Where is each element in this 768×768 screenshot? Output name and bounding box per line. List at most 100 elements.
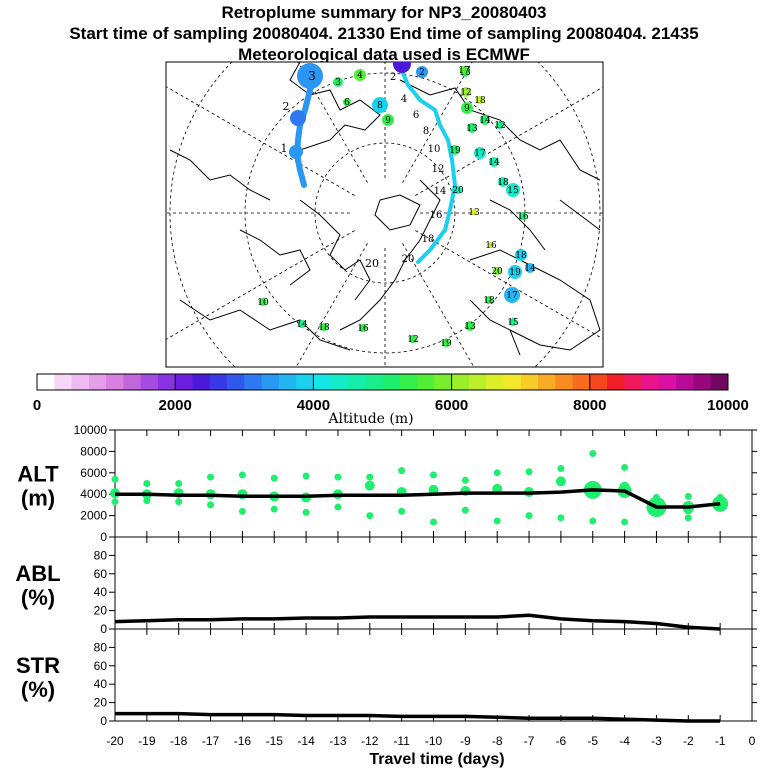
colorbar-swatch [693,374,712,390]
y-tick-label: 10000 [74,423,108,437]
colorbar-swatch [227,374,245,390]
altitude-cluster-point [143,497,151,505]
cluster-bubble [509,318,517,326]
coastline [289,62,381,151]
x-tick-label: -11 [393,734,410,748]
cluster-bubble [476,96,484,104]
cluster-label: 19 [449,146,461,156]
cluster-bubble [450,145,460,155]
cluster-bubble [382,114,394,126]
panel-alt: 10000 8000 6000 4000 2000 0 ALT(m) [17,423,757,544]
plume-day-label: 20 [365,257,379,270]
altitude-cluster-point [175,498,183,506]
cluster-label: 19 [509,268,521,278]
y-tick-label: 60 [94,659,108,673]
y-tick-label: 40 [94,677,108,691]
cluster-bubble [442,339,450,347]
panel-unit-label: (m) [21,486,55,511]
cluster-bubble [504,287,520,303]
panel-unit-label: (%) [21,677,55,702]
y-tick-label: 80 [94,548,108,562]
colorbar-swatch [468,374,487,390]
colorbar-swatch [676,374,694,390]
cluster-label: 17 [474,149,486,159]
origin-bubble [290,110,306,126]
altitude-cluster-point [712,495,729,512]
colorbar-swatch [520,374,539,390]
altitude-cluster-point [270,505,278,513]
cluster-bubble [485,296,493,304]
colorbar-swatch [175,374,193,390]
plume-day-label: 18 [422,234,435,245]
plume-day-label: 2 [283,100,290,113]
x-axis-label: Travel time (days) [369,751,504,768]
series-line-alt [115,488,721,509]
cluster-label: 18 [515,251,527,261]
plume-track-primary [293,69,315,188]
cluster-bubble [489,157,499,167]
cluster-bubble [493,267,501,275]
panel-label: ABL [15,561,60,586]
colorbar-swatch [399,374,418,390]
plume-day-label: 16 [430,210,443,221]
colorbar-swatch [503,374,522,390]
plume-day-label: 12 [432,164,445,175]
altitude-cluster-point [621,518,629,526]
x-tick-label: -19 [138,734,156,748]
cluster-bubble [460,66,468,74]
cluster-label: 9 [385,116,391,126]
cluster-label: 17 [506,291,518,301]
colorbar-swatch [382,374,401,390]
cluster-label: 20 [491,267,503,277]
plume-day-label: 14 [434,186,447,197]
cluster-label: 14 [524,264,536,274]
colorbar-swatch [330,374,349,390]
panel-abl: 80 60 40 20 0 ABL(%) [15,536,757,636]
x-tick-label: -2 [683,734,694,748]
x-tick-label: -15 [266,734,284,748]
altitude-cluster-point [555,476,566,487]
cluster-label: 13 [468,208,480,218]
colorbar-swatch [589,374,608,390]
series-line-str [115,711,721,723]
panel-frame [114,628,753,722]
coastline [559,199,601,231]
coastline [374,194,421,231]
coastline [299,199,371,301]
map-frame [165,61,604,368]
altitude-cluster-point [493,469,501,477]
cluster-bubble [454,186,462,194]
altitude-cluster-point [430,471,437,479]
altitude-cluster-point [461,506,469,514]
colorbar-swatch [278,374,297,390]
panel-unit-label: (%) [21,585,55,610]
altitude-cluster-point [207,501,215,509]
colorbar-swatch [537,374,556,390]
coastline [469,249,601,351]
altitude-cluster-point [557,465,565,473]
y-tick-label: 60 [94,567,108,581]
cluster-bubble [409,335,417,343]
cluster-label: 18 [474,96,486,106]
y-tick-label: 0 [100,622,107,636]
cluster-bubble [508,265,522,279]
x-tick-label: -16 [234,734,252,748]
altitude-cluster-point [366,512,374,520]
cluster-bubble [416,66,428,78]
cluster-label: 18 [318,323,330,333]
altitude-cluster-point [111,498,119,506]
cluster-label: 16 [517,212,529,222]
cluster-label: 4 [357,71,363,81]
cluster-bubble [359,324,367,332]
colorbar-swatch [572,374,591,390]
colorbar-swatch [434,374,453,390]
altitude-cluster-point [557,514,565,522]
x-tick-label: -8 [492,734,503,748]
y-tick-label: 20 [94,696,108,710]
plume-day-label: 20 [402,254,415,265]
cluster-label: 8 [377,101,383,111]
cluster-bubble [298,320,306,328]
colorbar-swatch [209,374,228,390]
altitude-cluster-point [525,468,533,476]
cluster-label: 14 [296,320,308,330]
